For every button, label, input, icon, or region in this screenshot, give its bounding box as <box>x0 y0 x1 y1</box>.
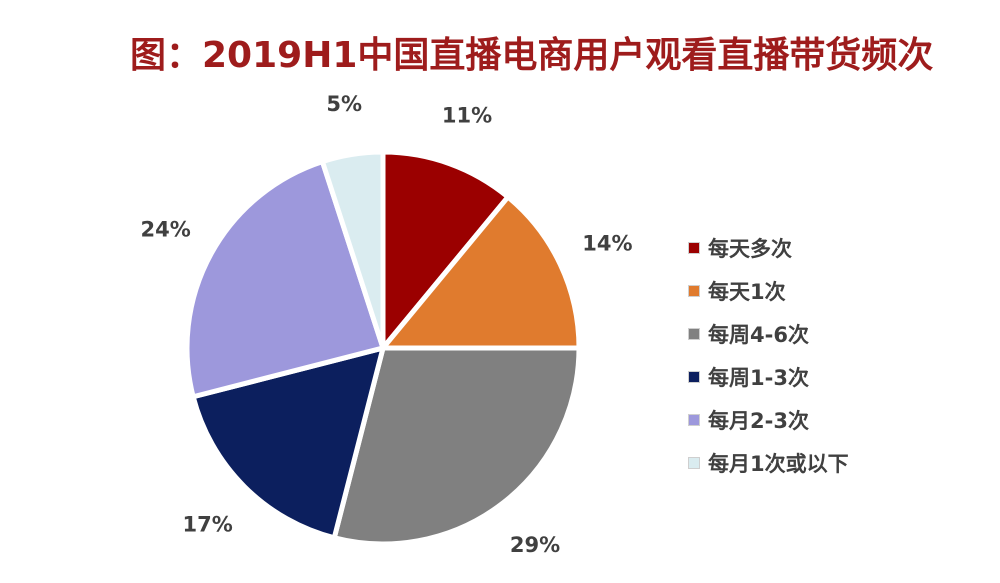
legend-swatch <box>688 413 700 426</box>
data-label-3: 29% <box>510 533 560 557</box>
data-label-4: 17% <box>183 512 233 536</box>
pie-slice-5 <box>184 158 387 400</box>
chart-legend: 每天多次每天1次每周4-6次 每周1-3次 每月2-3次每月1次或以下 <box>688 226 849 484</box>
legend-swatch <box>688 456 700 469</box>
legend-swatch <box>688 284 700 297</box>
legend-label: 每周4-6次 <box>708 322 809 347</box>
legend-label: 每月1次或以下 <box>708 451 849 476</box>
pie-slice-2 <box>377 193 582 351</box>
data-label-6: 5% <box>326 92 362 116</box>
pie-slice-6 <box>319 149 386 349</box>
pie-slice-3 <box>331 345 582 547</box>
data-label-5: 24% <box>141 218 191 242</box>
legend-item: 每周1-3次 <box>688 355 849 398</box>
legend-item: 每周4-6次 <box>688 312 849 355</box>
data-label-1: 11% <box>442 104 492 128</box>
legend-label: 每周1-3次 <box>708 365 809 390</box>
data-label-2: 14% <box>582 231 632 255</box>
legend-label: 每天1次 <box>708 279 786 304</box>
pie-slice-4 <box>190 344 387 541</box>
legend-swatch <box>688 327 700 340</box>
legend-item: 每天多次 <box>688 226 849 269</box>
legend-item: 每天1次 <box>688 269 849 312</box>
legend-label: 每天多次 <box>708 236 792 261</box>
legend-item: 每月1次或以下 <box>688 441 849 484</box>
legend-swatch <box>688 241 700 254</box>
legend-item: 每月2-3次 <box>688 398 849 441</box>
pie-slice-1 <box>380 149 512 355</box>
legend-swatch <box>688 370 700 383</box>
chart-title: 图：2019H1中国直播电商用户观看直播带货频次 <box>130 35 934 76</box>
legend-label: 每月2-3次 <box>708 408 809 433</box>
